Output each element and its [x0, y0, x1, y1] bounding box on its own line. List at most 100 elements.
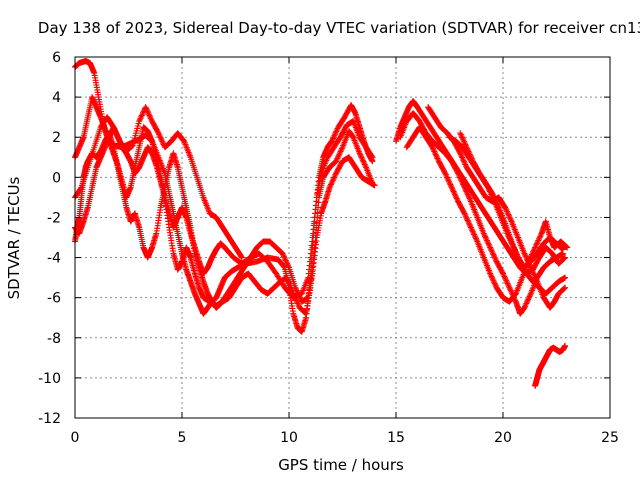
data-point [447, 181, 454, 188]
data-point [329, 177, 336, 184]
data-point [144, 108, 151, 115]
data-point [505, 283, 512, 290]
data-point [441, 169, 448, 176]
data-point [156, 133, 163, 140]
data-point [336, 149, 343, 156]
y-axis-label: SDTVAR / TECUs [5, 176, 23, 299]
data-point [481, 231, 488, 238]
data-point [446, 178, 453, 185]
data-point [492, 281, 499, 288]
data-point [442, 170, 449, 177]
data-point [293, 287, 300, 294]
data-point [464, 216, 471, 223]
data-point [156, 131, 163, 138]
data-point [369, 154, 376, 161]
data-point [238, 253, 245, 260]
data-point [490, 277, 497, 284]
data-point [562, 243, 569, 250]
data-point [462, 187, 469, 194]
data-point [464, 189, 471, 196]
data-point [158, 135, 165, 142]
data-point [284, 261, 291, 268]
data-point [356, 150, 363, 157]
data-point [138, 112, 145, 119]
x-tick-label: 10 [280, 430, 298, 446]
data-point [523, 300, 530, 307]
data-point [471, 231, 478, 238]
data-point [532, 244, 539, 251]
data-point [330, 134, 337, 141]
data-point [508, 288, 515, 295]
data-point [490, 251, 497, 258]
data-point [129, 142, 136, 149]
data-point [359, 157, 366, 164]
data-point [489, 250, 496, 257]
data-point [487, 270, 494, 277]
data-point [537, 231, 544, 238]
data-point [453, 194, 460, 201]
data-point [492, 257, 499, 264]
data-point [285, 263, 292, 270]
data-point [293, 286, 300, 293]
data-point [331, 173, 338, 180]
data-point [433, 152, 440, 159]
data-point [460, 209, 467, 216]
data-point [501, 273, 508, 280]
data-point [435, 156, 442, 163]
data-point [468, 225, 475, 232]
data-point [456, 174, 463, 181]
data-point [449, 185, 456, 192]
data-point [507, 287, 514, 294]
data-point [563, 243, 570, 250]
data-point [449, 187, 456, 194]
data-point [464, 191, 471, 198]
data-point [462, 211, 469, 218]
data-point [456, 173, 463, 180]
data-point [434, 155, 441, 162]
data-point [458, 177, 465, 184]
data-point [527, 292, 534, 299]
data-point [284, 260, 291, 267]
data-point [433, 154, 440, 161]
data-point [113, 129, 120, 136]
data-marks [72, 58, 571, 389]
data-point [524, 297, 531, 304]
data-point [465, 194, 472, 201]
data-point [500, 270, 506, 277]
data-point [140, 109, 147, 116]
data-point [444, 174, 451, 181]
data-point [488, 273, 495, 280]
data-point [292, 284, 299, 291]
data-point [362, 162, 369, 169]
y-tick-label: -2 [47, 210, 61, 226]
data-point [523, 299, 530, 306]
data-point [485, 240, 492, 247]
data-point [536, 234, 543, 241]
data-point [489, 248, 496, 255]
data-point [522, 303, 529, 310]
data-point [485, 241, 492, 248]
data-point [491, 280, 498, 287]
data-point [159, 140, 166, 147]
data-point [499, 269, 506, 276]
data-point [464, 217, 471, 224]
series-s1 [72, 58, 376, 335]
y-tick-label: -4 [47, 251, 61, 267]
data-point [444, 175, 451, 182]
data-point [537, 233, 544, 240]
data-point [154, 129, 161, 136]
y-tick-label: -8 [47, 331, 61, 347]
series-s4 [72, 118, 376, 301]
data-point [462, 185, 469, 192]
data-point [113, 131, 120, 138]
data-point [491, 252, 498, 259]
data-point [357, 151, 364, 158]
data-point [358, 154, 365, 161]
data-point [534, 238, 541, 245]
data-point [114, 132, 121, 139]
data-point [461, 184, 468, 191]
data-point [466, 221, 473, 228]
data-point [503, 277, 510, 284]
data-point [111, 125, 118, 132]
